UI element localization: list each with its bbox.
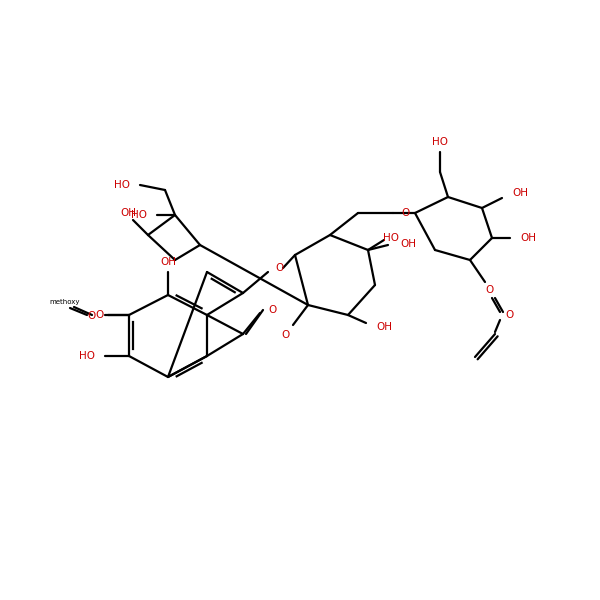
- Text: O: O: [275, 263, 283, 273]
- Text: O: O: [401, 208, 409, 218]
- Text: O: O: [282, 330, 290, 340]
- Text: O: O: [96, 310, 104, 320]
- Text: OH: OH: [520, 233, 536, 243]
- Text: O: O: [268, 305, 276, 315]
- Text: HO: HO: [114, 180, 130, 190]
- Text: HO: HO: [383, 233, 399, 243]
- Text: O: O: [505, 310, 513, 320]
- Text: OH: OH: [400, 239, 416, 249]
- Text: HO: HO: [432, 137, 448, 147]
- Text: OH: OH: [376, 322, 392, 332]
- Text: HO: HO: [131, 210, 147, 220]
- Text: O: O: [486, 285, 494, 295]
- Text: HO: HO: [79, 351, 95, 361]
- Text: O: O: [88, 311, 96, 321]
- Text: methoxy: methoxy: [50, 299, 80, 305]
- Text: OH: OH: [120, 208, 136, 218]
- Text: OH: OH: [160, 257, 176, 267]
- Text: OH: OH: [512, 188, 528, 198]
